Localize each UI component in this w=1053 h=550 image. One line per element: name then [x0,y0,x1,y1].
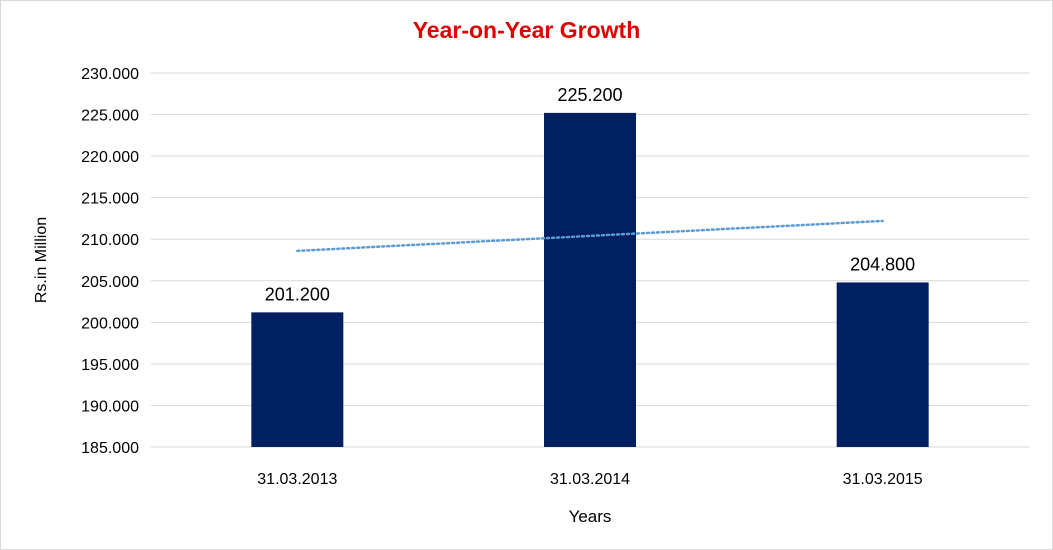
y-axis-title: Rs.in Million [33,217,50,303]
y-tick-label: 205.000 [81,274,139,291]
bar [544,112,636,447]
data-label: 204.800 [850,254,915,274]
x-axis-title: Years [569,507,612,526]
y-tick-label: 225.000 [81,108,139,125]
y-tick-label: 215.000 [81,191,139,208]
data-label: 201.200 [265,284,330,304]
x-tick-label: 31.03.2015 [843,471,923,488]
y-tick-label: 230.000 [81,66,139,83]
data-label: 225.200 [557,85,622,105]
y-tick-label: 185.000 [81,440,139,457]
y-tick-label: 210.000 [81,232,139,249]
bar [836,282,929,447]
bar [251,312,344,447]
x-tick-label: 31.03.2014 [550,471,630,488]
chart-title: Year-on-Year Growth [412,17,641,43]
x-tick-label: 31.03.2013 [257,471,337,488]
y-tick-label: 220.000 [81,149,139,166]
y-tick-label: 195.000 [81,357,139,374]
y-tick-label: 200.000 [81,315,139,332]
trendline [296,219,884,253]
y-tick-label: 190.000 [81,398,139,415]
